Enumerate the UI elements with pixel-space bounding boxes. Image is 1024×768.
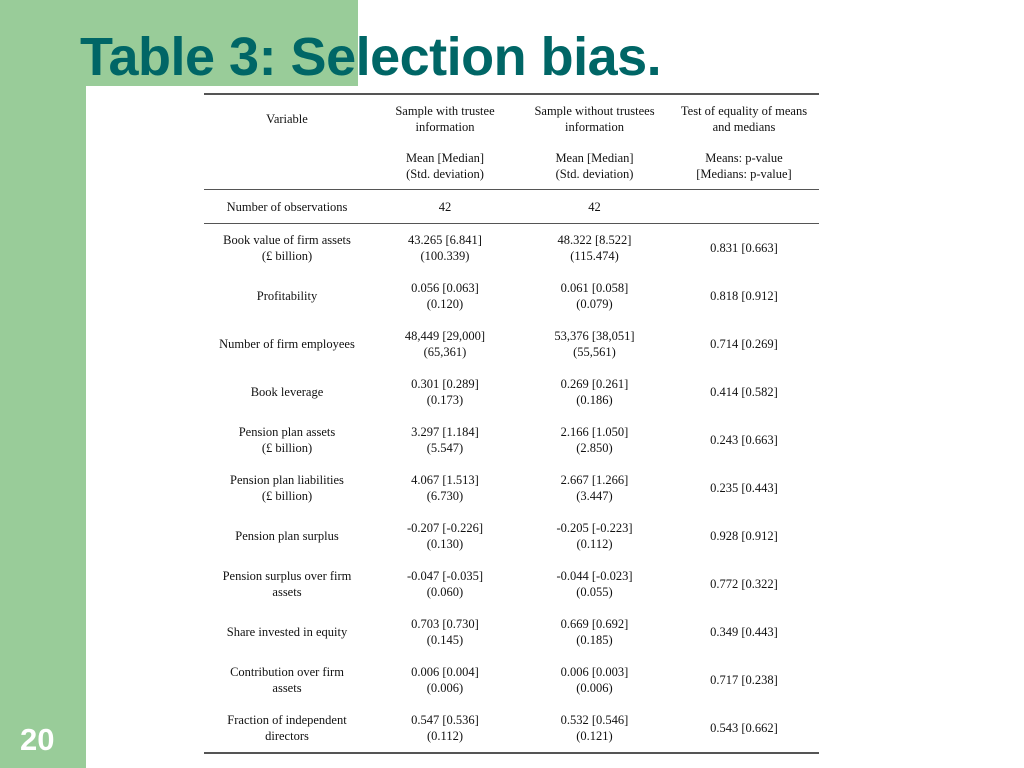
table-row: Share invested in equity 0.703 [0.730] (0.… (204, 608, 819, 656)
with-trustee-cell: -0.207 [-0.226] (0.130) (406, 521, 484, 551)
accent-corner-curve (86, 86, 146, 146)
top-accent-band (86, 0, 358, 86)
observations-with: 42 (370, 189, 520, 224)
without-trustees-cell: -0.205 [-0.223] (0.112) (556, 521, 633, 551)
table-row: Contribution over firm assets 0.006 [0.004… (204, 656, 819, 704)
variable-cell: Book leverage (250, 385, 324, 399)
without-trustees-cell: 0.532 [0.546] (0.121) (520, 704, 669, 754)
with-trustee-cell: 4.067 [1.513] (6.730) (411, 473, 479, 503)
header-with-trustee: Sample with trustee information (370, 93, 520, 143)
test-cell: 0.818 [0.912] (710, 289, 778, 303)
variable-cell: Profitability (256, 289, 318, 303)
test-cell: 0.714 [0.269] (710, 337, 778, 351)
test-cell: 0.414 [0.582] (710, 385, 778, 399)
header-row: Variable Sample with trustee information … (204, 93, 819, 143)
left-accent-band (0, 0, 86, 768)
with-trustee-cell: -0.047 [-0.035] (0.060) (406, 569, 484, 599)
without-trustees-cell: 0.269 [0.261] (0.186) (560, 377, 629, 407)
with-trustee-cell: 3.297 [1.184] (5.547) (411, 425, 479, 455)
test-cell: 0.235 [0.443] (710, 481, 778, 495)
subheader-without-trustees: Mean [Median] (Std. deviation) (520, 143, 669, 190)
test-cell: 0.349 [0.443] (710, 625, 778, 639)
table-row: Pension plan assets (£ billion) 3.297 [1.1… (204, 416, 819, 464)
test-cell: 0.928 [0.912] (710, 529, 778, 543)
observations-row: Number of observations 42 42 (204, 189, 819, 224)
variable-cell: Pension plan surplus (235, 529, 339, 543)
test-cell: 0.243 [0.663] (710, 433, 778, 447)
selection-bias-table: Variable Sample with trustee information … (204, 93, 819, 754)
table-row: Number of firm employees 48,449 [29,000](… (204, 320, 819, 368)
subheader-with-trustee: Mean [Median] (Std. deviation) (370, 143, 520, 190)
table-row: Pension surplus over firm assets -0.047 [-… (204, 560, 819, 608)
slide-title: Table 3: Selection bias. (80, 27, 662, 87)
test-cell: 0.717 [0.238] (710, 673, 778, 687)
table-row: Fraction of independent directors 0.547 [0… (204, 704, 819, 754)
without-trustees-cell: 53,376 [38,051] (55,561) (554, 329, 635, 359)
variable-cell: Contribution over firm assets (230, 665, 344, 695)
test-cell: 0.772 [0.322] (710, 577, 778, 591)
with-trustee-cell: 43.265 [6.841] (100.339) (408, 233, 482, 263)
with-trustee-cell: 0.056 [0.063] (0.120) (411, 281, 479, 311)
with-trustee-cell: 0.703 [0.730] (0.145) (411, 617, 479, 647)
table-row: Profitability 0.056 [0.063] (0.120) 0.061 [… (204, 272, 819, 320)
variable-cell: Number of firm employees (219, 337, 355, 351)
header-without-trustees: Sample without trustees information (520, 93, 669, 143)
variable-cell: Book value of firm assets (£ billion) (223, 233, 351, 263)
variable-cell: Fraction of independent directors (204, 704, 370, 754)
subheader-row: Mean [Median] (Std. deviation) Mean [Medi… (204, 143, 819, 190)
variable-cell: Pension plan assets (£ billion) (238, 425, 336, 455)
subheader-empty (204, 143, 370, 190)
variable-cell: Pension plan liabilities (£ billion) (230, 473, 344, 503)
without-trustees-cell: -0.044 [-0.023] (0.055) (556, 569, 633, 599)
header-variable: Variable (204, 93, 370, 143)
observations-label: Number of observations (204, 189, 370, 224)
with-trustee-cell: 0.547 [0.536] (0.112) (370, 704, 520, 754)
variable-cell: Pension surplus over firm assets (222, 569, 352, 599)
test-cell: 0.543 [0.662] (669, 704, 819, 754)
table-row: Pension plan surplus -0.207 [-0.226] (0.13… (204, 512, 819, 560)
test-cell: 0.831 [0.663] (710, 241, 778, 255)
header-test-of-equality: Test of equality of means and medians (669, 93, 819, 143)
observations-test (669, 189, 819, 224)
with-trustee-cell: 0.006 [0.004] (0.006) (411, 665, 479, 695)
subheader-test: Means: p-value [Medians: p-value] (669, 143, 819, 190)
without-trustees-cell: 0.006 [0.003] (0.006) (560, 665, 629, 695)
without-trustees-cell: 48.322 [8.522] (115.474) (557, 233, 632, 263)
page-number: 20 (20, 722, 55, 757)
selection-bias-table-container: Variable Sample with trustee information … (204, 93, 819, 754)
without-trustees-cell: 0.669 [0.692] (0.185) (560, 617, 629, 647)
variable-cell: Share invested in equity (226, 625, 348, 639)
table-row: Book leverage 0.301 [0.289] (0.173) 0.269 [… (204, 368, 819, 416)
without-trustees-cell: 0.061 [0.058] (0.079) (560, 281, 629, 311)
without-trustees-cell: 2.166 [1.050] (2.850) (560, 425, 629, 455)
without-trustees-cell: 2.667 [1.266] (3.447) (560, 473, 629, 503)
table-row: Pension plan liabilities (£ billion) 4.067… (204, 464, 819, 512)
with-trustee-cell: 48,449 [29,000] (65,361) (404, 329, 486, 359)
table-row: Book value of firm assets (£ billion) 43.2… (204, 224, 819, 273)
with-trustee-cell: 0.301 [0.289] (0.173) (411, 377, 479, 407)
observations-without: 42 (520, 189, 669, 224)
